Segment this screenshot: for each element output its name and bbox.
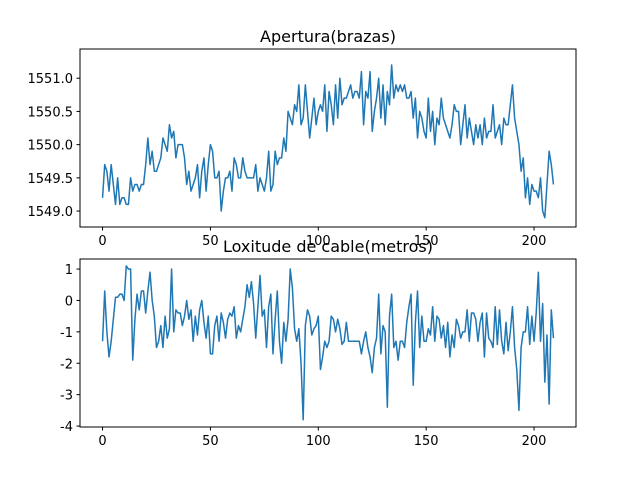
y-tick-label: -4	[60, 420, 73, 435]
axes-frame	[79, 258, 577, 428]
y-tick-label: 1550.5	[28, 105, 74, 120]
chart-title: Apertura(brazas)	[260, 27, 396, 46]
y-tick-label: 1549.0	[28, 205, 74, 220]
x-tick-label: 0	[98, 234, 106, 249]
y-tick-label: 0	[65, 294, 73, 309]
y-tick-label: 1	[65, 263, 73, 278]
x-tick-label: 50	[202, 234, 219, 249]
x-tick-label: 0	[98, 434, 106, 449]
x-tick-label: 150	[414, 434, 439, 449]
data-line	[101, 265, 555, 421]
x-tick-label: 100	[306, 434, 331, 449]
y-tick-label: -1	[60, 326, 73, 341]
y-tick-label: -3	[60, 389, 73, 404]
x-tick-label: 100	[306, 234, 331, 249]
y-tick-label: 1549.5	[28, 172, 74, 187]
y-tick-label: 1550.0	[28, 139, 74, 154]
x-tick-label: 150	[414, 234, 439, 249]
x-tick-label: 200	[522, 234, 547, 249]
y-tick-label: 1551.0	[28, 72, 74, 87]
x-tick-label: 50	[202, 434, 219, 449]
chart-title: Loxitude de cable(metros)	[223, 237, 433, 256]
x-tick-label: 200	[522, 434, 547, 449]
axes-frame	[79, 48, 577, 228]
y-tick-label: -2	[60, 357, 73, 372]
data-line	[101, 64, 555, 219]
